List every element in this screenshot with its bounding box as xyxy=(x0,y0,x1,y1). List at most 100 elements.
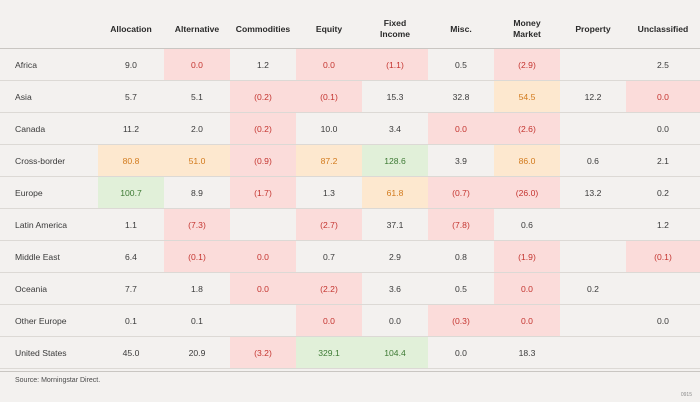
table-cell: 0.0 xyxy=(494,304,560,337)
column-header-line: Commodities xyxy=(235,23,291,34)
table-cell: 0.0 xyxy=(626,112,700,145)
table-cell: 2.5 xyxy=(626,48,700,81)
table-cell: 1.2 xyxy=(230,48,296,81)
column-header-money-market: Money Market xyxy=(494,10,560,49)
column-header-line: Property xyxy=(575,23,611,34)
table-cell: 37.1 xyxy=(362,208,428,241)
table-cell xyxy=(560,336,626,369)
table-cell: (1.7) xyxy=(230,176,296,209)
table-cell: (0.7) xyxy=(428,176,494,209)
row-label: Latin America xyxy=(0,208,98,241)
table-cell: (0.1) xyxy=(164,240,230,273)
table-cell: (7.8) xyxy=(428,208,494,241)
table-row: Africa 9.0 0.0 1.2 0.0 (1.1) 0.5 (2.9) 2.5 xyxy=(0,48,700,81)
table-cell: 0.0 xyxy=(494,272,560,305)
table-cell: 0.0 xyxy=(362,304,428,337)
row-label: Cross-border xyxy=(0,144,98,177)
table-cell: 0.0 xyxy=(164,48,230,81)
table-cell: 7.7 xyxy=(98,272,164,305)
table-body: Africa 9.0 0.0 1.2 0.0 (1.1) 0.5 (2.9) 2.5 Asia 5.… xyxy=(0,48,700,369)
table-cell: 13.2 xyxy=(560,176,626,209)
table-cell xyxy=(626,336,700,369)
column-header-allocation: Allocation xyxy=(98,10,164,49)
table-cell: 0.5 xyxy=(428,48,494,81)
table-header-row: Allocation Alternative Commodities Equity Fi… xyxy=(0,10,700,49)
row-label: Other Europe xyxy=(0,304,98,337)
row-label: Europe xyxy=(0,176,98,209)
table-cell: 18.3 xyxy=(494,336,560,369)
table-cell: 80.8 xyxy=(98,144,164,177)
column-header-property: Property xyxy=(560,10,626,49)
table-cell: 20.9 xyxy=(164,336,230,369)
table-cell: 0.8 xyxy=(428,240,494,273)
table-cell xyxy=(560,240,626,273)
table-row: Other Europe 0.1 0.1 0.0 0.0 (0.3) 0.0 0.0 xyxy=(0,304,700,337)
column-header-line: Market xyxy=(513,29,541,39)
table-row: Asia 5.7 5.1 (0.2) (0.1) 15.3 32.8 54.5 12.2 0.0 xyxy=(0,80,700,113)
table-cell: (1.9) xyxy=(494,240,560,273)
table-cell: 3.6 xyxy=(362,272,428,305)
table-cell: 0.1 xyxy=(98,304,164,337)
column-header-line: Unclassified xyxy=(637,23,689,34)
column-header-commodities: Commodities xyxy=(230,10,296,49)
table-cell: (1.1) xyxy=(362,48,428,81)
header-corner xyxy=(0,10,98,49)
row-label: Middle East xyxy=(0,240,98,273)
table-cell xyxy=(230,208,296,241)
column-header-line: Misc. xyxy=(450,23,472,34)
row-label: Canada xyxy=(0,112,98,145)
table-cell: 11.2 xyxy=(98,112,164,145)
flows-heatmap-table: Allocation Alternative Commodities Equity Fi… xyxy=(0,10,700,369)
table-cell: (0.1) xyxy=(296,80,362,113)
column-header-alternative: Alternative xyxy=(164,10,230,49)
table-cell: 2.1 xyxy=(626,144,700,177)
row-label: Asia xyxy=(0,80,98,113)
table-cell: 3.4 xyxy=(362,112,428,145)
table-cell: 45.0 xyxy=(98,336,164,369)
table-cell: 8.9 xyxy=(164,176,230,209)
table-cell: 0.1 xyxy=(164,304,230,337)
table-row: Latin America 1.1 (7.3) (2.7) 37.1 (7.8) 0.6 1.… xyxy=(0,208,700,241)
table-row: Oceania 7.7 1.8 0.0 (2.2) 3.6 0.5 0.0 0.2 xyxy=(0,272,700,305)
column-header-line: Money xyxy=(513,18,541,28)
table-cell: 0.0 xyxy=(626,304,700,337)
table-cell: 0.0 xyxy=(296,48,362,81)
table-cell: 32.8 xyxy=(428,80,494,113)
table-row: United States 45.0 20.9 (3.2) 329.1 104.4 0.0 1… xyxy=(0,336,700,369)
table-cell: (2.2) xyxy=(296,272,362,305)
table-cell: 0.0 xyxy=(626,80,700,113)
table-row: Cross-border 80.8 51.0 (0.9) 87.2 128.6 3.9 86.… xyxy=(0,144,700,177)
table-cell xyxy=(560,304,626,337)
table-cell: 5.1 xyxy=(164,80,230,113)
table-cell: (26.0) xyxy=(494,176,560,209)
table-cell: 0.0 xyxy=(230,272,296,305)
table-cell: 329.1 xyxy=(296,336,362,369)
table-cell: (7.3) xyxy=(164,208,230,241)
column-header-line: Allocation xyxy=(110,23,152,34)
source-note: Source: Morningstar Direct. xyxy=(15,377,101,384)
table-cell: 15.3 xyxy=(362,80,428,113)
table-cell: 1.2 xyxy=(626,208,700,241)
column-header-equity: Equity xyxy=(296,10,362,49)
table-cell: (0.9) xyxy=(230,144,296,177)
row-label: United States xyxy=(0,336,98,369)
table-cell: 0.7 xyxy=(296,240,362,273)
table-cell: (0.1) xyxy=(626,240,700,273)
column-header-misc: Misc. xyxy=(428,10,494,49)
table-cell: 54.5 xyxy=(494,80,560,113)
table-cell: (0.2) xyxy=(230,80,296,113)
table-cell: 61.8 xyxy=(362,176,428,209)
footer-divider xyxy=(0,371,700,372)
table-cell: 87.2 xyxy=(296,144,362,177)
figure-code: 0915 xyxy=(680,392,692,398)
table-cell: 6.4 xyxy=(98,240,164,273)
table-row: Canada 11.2 2.0 (0.2) 10.0 3.4 0.0 (2.6) 0.0 xyxy=(0,112,700,145)
table-cell: 128.6 xyxy=(362,144,428,177)
table-cell xyxy=(560,208,626,241)
row-label: Africa xyxy=(0,48,98,81)
column-header-line: Equity xyxy=(315,23,343,34)
table-cell: 0.6 xyxy=(494,208,560,241)
table-cell: 0.5 xyxy=(428,272,494,305)
table-cell: 104.4 xyxy=(362,336,428,369)
table-cell: 0.0 xyxy=(428,336,494,369)
